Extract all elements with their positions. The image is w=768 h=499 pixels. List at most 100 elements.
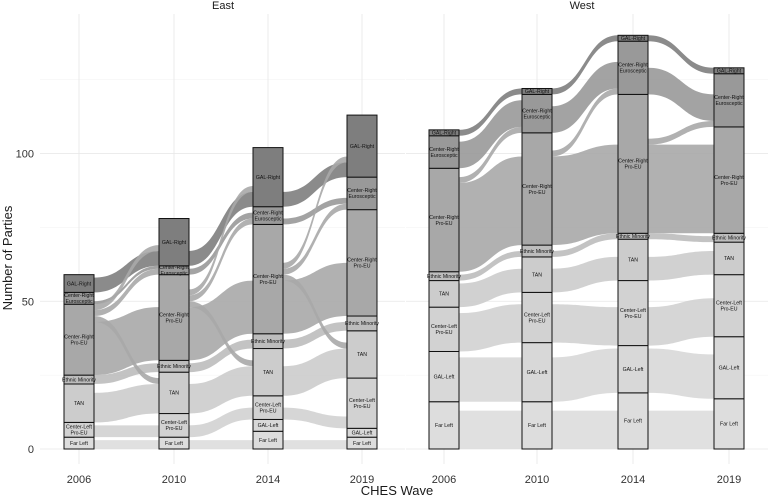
bar-segment-far-left	[713, 398, 745, 450]
bar-segment-label: Center-Left Pro-EU	[66, 425, 93, 437]
bar-segment-gal-left	[713, 336, 745, 400]
flow-tan-to-tan	[283, 348, 347, 396]
flow-ethnic-minority-to-ethnic-minority	[648, 233, 714, 243]
bar-segment-label: Far Left	[624, 419, 642, 425]
bar-segment-center-left-pro-eu	[713, 274, 745, 338]
bar-segment-gal-right	[252, 147, 284, 208]
flow-center-right-pro-eu-to-gal-right	[189, 186, 253, 296]
flow-ethnic-minority-to-ethnic-minority	[189, 339, 253, 373]
bar-segment-label: Ethnic Minority	[62, 377, 96, 383]
x-tick-label: 2019	[350, 474, 374, 486]
flow-center-right-eurosceptic-to-center-right-eurosceptic	[189, 212, 253, 275]
stacked-bar-west-2014: Far Left GAL-Left Center-Left Pro-EU TAN Ethn…	[616, 34, 650, 450]
bar-segment-gal-left	[428, 350, 460, 403]
bar-segment-center-right-eurosceptic	[346, 176, 378, 211]
bar-segment-label: TAN	[532, 272, 542, 278]
flow-center-right-pro-eu-to-center-right-eurosceptic	[552, 88, 618, 157]
bar-segment-center-left-pro-eu	[617, 280, 649, 347]
y-axis-title: Number of Parties	[0, 205, 15, 310]
bar-segment-label: Center-Right Pro-EU	[429, 215, 459, 227]
bar-segment-label: Far Left	[70, 441, 88, 447]
y-tick-label: 0	[28, 444, 34, 456]
flow-gal-right-to-gal-right	[94, 251, 159, 293]
facet-title-west: West	[570, 0, 595, 12]
bar-segment-label: GAL-Right	[350, 144, 375, 150]
flow-center-right-pro-eu-to-center-right-pro-eu	[648, 144, 714, 234]
bar-segment-label: GAL-Left	[352, 431, 373, 437]
x-tick-label: 2014	[621, 474, 645, 486]
flow-center-left-pro-eu-to-center-left-pro-eu	[283, 407, 347, 429]
bar-segment-center-right-eurosceptic	[713, 73, 745, 128]
bar-segment-gal-left	[521, 342, 553, 403]
flow-gal-right-to-gal-right	[459, 88, 522, 136]
flow-far-left-to-far-left	[459, 410, 522, 449]
bar-segment-tan	[521, 256, 553, 293]
bar-segment-label: Far Left	[720, 422, 738, 428]
bar-segment-label: TAN	[628, 258, 638, 264]
bar-segment-gal-right	[521, 87, 553, 95]
flow-center-right-pro-eu-to-gal-right	[283, 156, 347, 269]
bar-segment-label: Center-Right Eurosceptic	[618, 63, 648, 75]
bar-segment-gal-right	[63, 274, 95, 293]
flow-center-right-pro-eu-to-center-right-eurosceptic	[648, 120, 714, 145]
flow-tan-to-tan	[189, 366, 253, 414]
bar-segment-gal-right	[713, 67, 745, 75]
x-tick-label: 2010	[162, 474, 186, 486]
bar-segment-label: TAN	[263, 370, 273, 376]
stacked-bar-west-2019: Far Left GAL-Left Center-Left Pro-EU TAN Ethn…	[712, 67, 746, 450]
y-tick-label: 100	[16, 149, 34, 161]
y-tick-label: 50	[22, 296, 34, 308]
x-tick-label: 2006	[432, 474, 456, 486]
x-tick-label: 2010	[525, 474, 549, 486]
flow-gal-right-to-gal-right	[552, 35, 618, 95]
flow-tan-to-tan	[648, 251, 714, 281]
bar-segment-label: GAL-Left	[258, 423, 279, 429]
bar-segment-label: Ethnic Minority	[427, 274, 461, 280]
bar-segment-label: Ethnic Minority	[616, 234, 650, 240]
bar-segment-label: Center-Left Pro-EU	[255, 402, 282, 414]
flow-ribbons	[94, 35, 714, 449]
bar-segment-label: TAN	[74, 401, 84, 407]
bar-segment-label: TAN	[724, 256, 734, 262]
bar-segment-label: Center-Right Pro-EU	[253, 274, 283, 286]
bar-segment-label: Center-Left Pro-EU	[620, 308, 647, 320]
bar-segment-label: GAL-Right	[256, 175, 281, 181]
bar-segment-label: Far Left	[259, 438, 277, 444]
bar-segment-label: Center-Right Pro-EU	[522, 184, 552, 196]
bar-segment-label: GAL-Right	[432, 131, 457, 137]
x-tick-label: 2006	[67, 474, 91, 486]
x-axis: 2006 2010 2014 2019 2006 2010 2014 2019	[67, 474, 741, 486]
bar-segment-label: Ethnic Minority	[712, 236, 746, 242]
flow-center-right-eurosceptic-to-center-right-eurosceptic	[459, 100, 522, 169]
bar-segment-label: GAL-Right	[525, 89, 550, 95]
flow-far-left-to-far-left	[648, 410, 714, 449]
flow-gal-right-to-gal-right	[648, 35, 714, 74]
bar-segment-label: Center-Right Pro-EU	[64, 334, 94, 346]
flow-far-left-to-far-left	[189, 440, 253, 449]
stacked-bar-east-2014: Far Left GAL-Left Center-Left Pro-EU TAN Ethn…	[251, 147, 285, 450]
facet-title-east: East	[212, 0, 234, 12]
flow-center-right-pro-eu-to-center-right-pro-eu	[459, 156, 522, 272]
bar-segment-gal-right	[428, 129, 460, 137]
bar-segment-label: Center-Right Pro-EU	[714, 175, 744, 187]
bar-segment-label: Center-Left Pro-EU	[431, 324, 458, 336]
flow-center-right-pro-eu-to-center-right-eurosceptic	[189, 218, 253, 302]
bar-segment-center-left-pro-eu	[346, 377, 378, 429]
x-axis-title: CHES Wave	[361, 483, 433, 498]
bar-segment-center-right-pro-eu	[428, 167, 460, 273]
stacked-bar-east-2019: Far Left GAL-Left Center-Left Pro-EU TAN Ethn…	[345, 114, 379, 450]
bar-segment-label: Center-Right Eurosceptic	[64, 293, 94, 305]
bar-segment-label: Center-Left Pro-EU	[349, 398, 376, 410]
bar-segment-label: Center-Right Eurosceptic	[522, 108, 552, 120]
stacked-bar-east-2006: Far Left Center-Left Pro-EU TAN Ethnic Minor…	[62, 274, 96, 450]
flow-gal-left-to-gal-left	[552, 348, 618, 402]
flow-center-right-pro-eu-to-center-right-pro-eu	[283, 262, 347, 334]
bar-segment-label: Center-Right Pro-EU	[347, 258, 377, 270]
bar-segment-center-right-pro-eu	[521, 132, 553, 246]
bar-segment-label: GAL-Left	[527, 370, 548, 376]
flow-center-right-pro-eu-to-center-right-eurosceptic	[459, 126, 522, 184]
flow-center-right-pro-eu-to-tan	[283, 274, 347, 349]
bar-segment-label: Ethnic Minority	[520, 249, 554, 255]
bar-segment-label: Center-Right Eurosceptic	[253, 210, 283, 222]
